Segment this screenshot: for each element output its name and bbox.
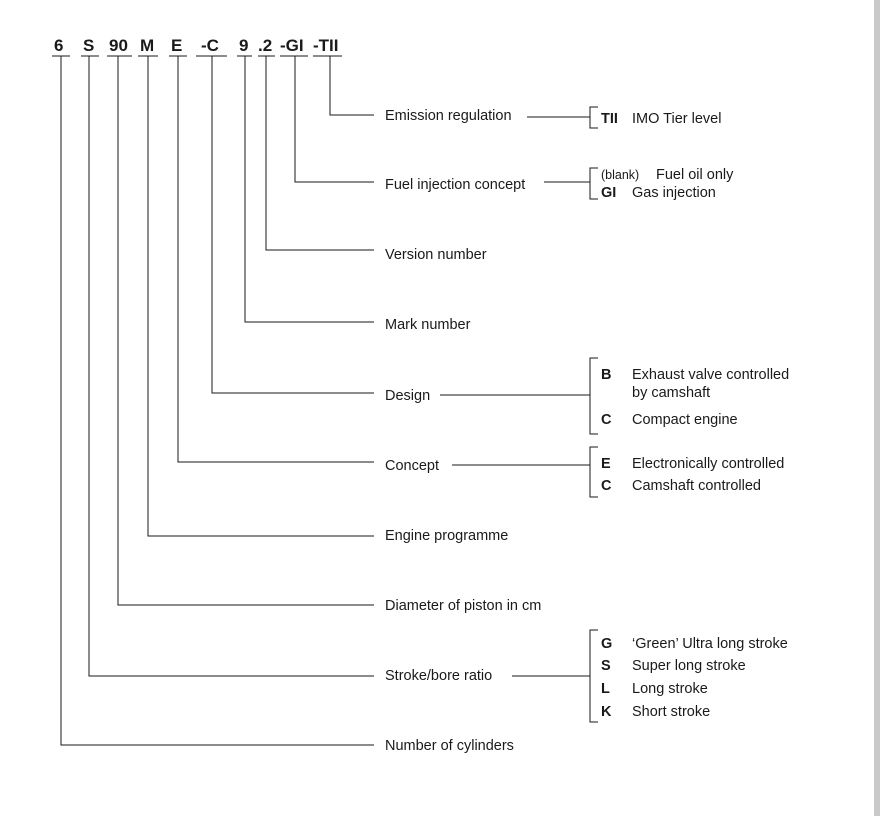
code-segment-design: -C	[201, 36, 219, 55]
option-text: Short stroke	[632, 704, 710, 720]
options-stroke: G ‘Green’ Ultra long stroke S Super long…	[601, 636, 788, 720]
option-key: G	[601, 636, 612, 652]
leader-mark	[244, 56, 374, 323]
label-version: Version number	[385, 247, 487, 263]
bracket-emission	[589, 106, 598, 129]
option-text: IMO Tier level	[632, 111, 721, 127]
bracket-fuel	[589, 167, 598, 200]
options-design: B Exhaust valve controlled by camshaft C…	[601, 367, 789, 428]
code-segment-version: .2	[258, 36, 272, 55]
leader-design	[211, 56, 374, 394]
label-concept: Concept	[385, 458, 439, 474]
option-key: C	[601, 478, 612, 494]
label-fuel: Fuel injection concept	[385, 177, 525, 193]
option-text: Super long stroke	[632, 658, 746, 674]
label-diameter: Diameter of piston in cm	[385, 598, 541, 614]
option-text: Fuel oil only	[656, 167, 734, 183]
option-key: K	[601, 704, 612, 720]
option-key: (blank)	[601, 168, 639, 182]
option-key: L	[601, 681, 610, 697]
bracket-design	[589, 357, 598, 435]
option-text-continued: by camshaft	[632, 385, 710, 401]
code-segment-cylinders: 6	[54, 36, 63, 55]
label-stroke: Stroke/bore ratio	[385, 668, 492, 684]
option-text: Camshaft controlled	[632, 478, 761, 494]
leader-lines	[60, 56, 374, 746]
option-key: TII	[601, 111, 618, 127]
code-segment-concept: E	[171, 36, 182, 55]
option-text: Electronically controlled	[632, 456, 784, 472]
label-emission: Emission regulation	[385, 108, 512, 124]
options-emission: TII IMO Tier level	[601, 111, 721, 127]
leader-stroke	[88, 56, 374, 677]
leader-cylinders	[60, 56, 374, 746]
code-segment-mark: 9	[239, 36, 248, 55]
option-key: GI	[601, 185, 616, 201]
page-edge-border	[874, 0, 880, 816]
leader-version	[265, 56, 374, 251]
leader-fuel	[294, 56, 374, 183]
leader-concept	[177, 56, 374, 463]
code-segment-stroke: S	[83, 36, 94, 55]
option-key: S	[601, 658, 611, 674]
code-segment-diameter: 90	[109, 36, 128, 55]
option-text: Long stroke	[632, 681, 708, 697]
option-key: B	[601, 367, 611, 383]
code-segment-programme: M	[140, 36, 154, 55]
option-text: Gas injection	[632, 185, 716, 201]
designation-code: 6 S 90 M E -C 9 .2 -GI -TII	[54, 36, 339, 55]
option-text: Compact engine	[632, 412, 738, 428]
options-concept: E Electronically controlled C Camshaft c…	[601, 456, 784, 494]
leader-diameter	[117, 56, 374, 606]
option-text: ‘Green’ Ultra long stroke	[632, 636, 788, 652]
option-brackets	[589, 106, 598, 723]
label-design: Design	[385, 388, 430, 404]
leader-programme	[147, 56, 374, 537]
option-key: E	[601, 456, 611, 472]
code-segment-fuel: -GI	[280, 36, 304, 55]
label-mark: Mark number	[385, 317, 471, 333]
leader-emission	[329, 56, 374, 116]
bracket-stroke	[589, 629, 598, 723]
label-programme: Engine programme	[385, 528, 508, 544]
options-fuel: (blank) Fuel oil only GI Gas injection	[601, 167, 734, 201]
code-segment-emission: -TII	[313, 36, 339, 55]
bracket-concept	[589, 446, 598, 498]
option-connectors	[440, 116, 590, 677]
label-cylinders: Number of cylinders	[385, 738, 514, 754]
field-labels: Emission regulation Fuel injection conce…	[385, 108, 541, 754]
option-key: C	[601, 412, 612, 428]
option-text: Exhaust valve controlled	[632, 367, 789, 383]
